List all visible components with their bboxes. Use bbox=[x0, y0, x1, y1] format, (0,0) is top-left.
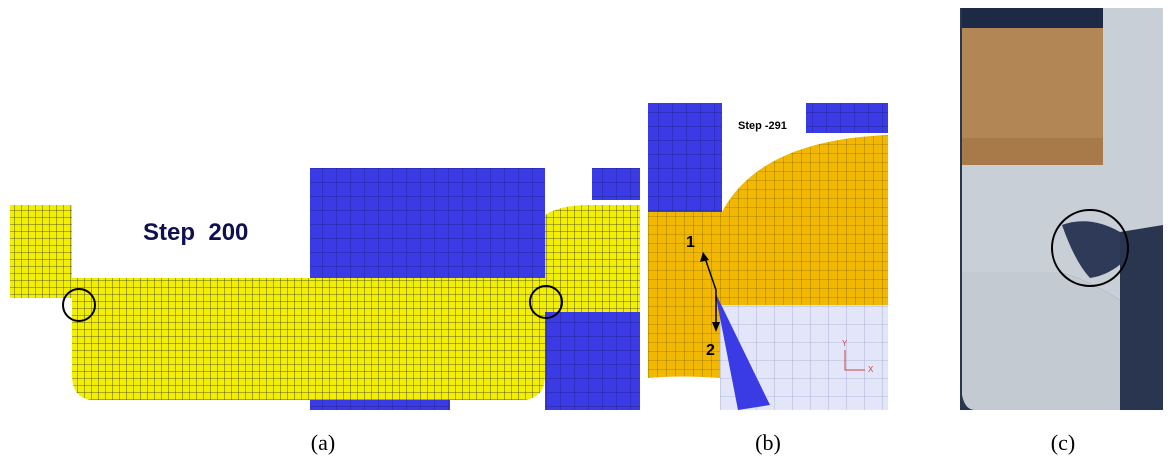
panel-label: (c) bbox=[1051, 430, 1075, 455]
panel-label: (a) bbox=[311, 430, 335, 455]
punch bbox=[648, 103, 722, 212]
photo-background bbox=[962, 8, 1103, 28]
panel-c bbox=[960, 8, 1163, 410]
panel-label: (b) bbox=[755, 430, 781, 455]
workpiece bbox=[545, 205, 640, 290]
step-label: Step -291 bbox=[738, 120, 787, 132]
marker: 2 bbox=[706, 342, 715, 359]
step-label: Step 200 bbox=[143, 219, 248, 246]
specimen bbox=[962, 272, 1120, 410]
die-block bbox=[545, 312, 640, 410]
die-block bbox=[806, 103, 888, 133]
gap bbox=[1120, 225, 1163, 410]
workpiece bbox=[10, 205, 72, 298]
marker: 1 bbox=[686, 234, 695, 251]
panel-a: Step 200 bbox=[10, 168, 640, 410]
axis-label: X bbox=[868, 365, 874, 374]
die-block bbox=[310, 168, 545, 278]
die-block bbox=[592, 168, 640, 200]
panel-b: Step -291 1 2 Y X bbox=[648, 103, 888, 410]
figure: Step 200 Step -291 1 2 Y X (a) (b) (c) bbox=[0, 0, 1173, 466]
axis-label: Y bbox=[842, 339, 848, 348]
punch-photo bbox=[962, 28, 1103, 138]
